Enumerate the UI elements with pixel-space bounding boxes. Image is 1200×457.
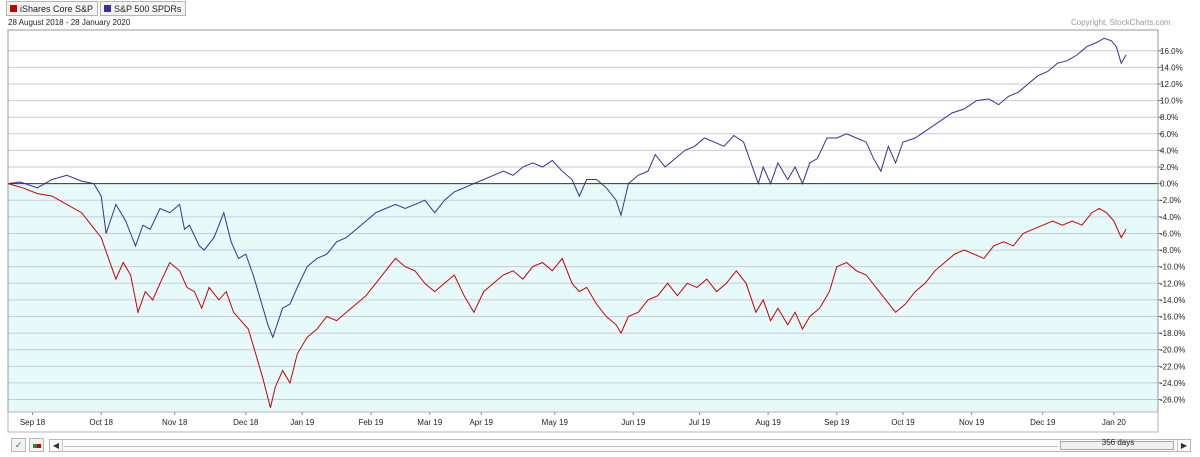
x-tick-label: Feb 19	[358, 418, 383, 427]
x-tick-label: Jun 19	[621, 418, 646, 427]
y-tick-label: 16.0%	[1160, 47, 1183, 56]
x-tick-label: Nov 18	[162, 418, 188, 427]
y-tick-label: -24.0%	[1160, 379, 1185, 388]
perf-chart-icon[interactable]: ✓	[11, 438, 26, 452]
x-tick-label: Jan 20	[1102, 418, 1127, 427]
series-line-ishares	[7, 183, 1127, 408]
x-tick-label: Sep 18	[20, 418, 46, 427]
series-line-spdr	[7, 37, 1127, 339]
y-tick-label: -18.0%	[1160, 329, 1185, 338]
x-tick-label: Dec 19	[1030, 418, 1056, 427]
x-tick-label: Oct 18	[89, 418, 113, 427]
y-tick-label: 4.0%	[1160, 146, 1178, 155]
date-range-label: 28 August 2018 - 28 January 2020	[8, 18, 131, 27]
color-chart-icon[interactable]	[29, 438, 44, 452]
x-tick-label: Mar 19	[417, 418, 442, 427]
legend-item-ishares[interactable]: iShares Core S&P	[6, 1, 99, 16]
scroll-left-arrow-icon[interactable]: ◀	[50, 440, 63, 451]
y-tick-label: -16.0%	[1160, 313, 1185, 322]
y-tick-label: 6.0%	[1160, 130, 1178, 139]
y-tick-label: -6.0%	[1160, 229, 1181, 238]
y-tick-label: 10.0%	[1160, 97, 1183, 106]
x-axis-band	[7, 411, 1159, 433]
y-tick-label: -26.0%	[1160, 396, 1185, 405]
y-tick-label: -10.0%	[1160, 263, 1185, 272]
y-tick-label: 12.0%	[1160, 80, 1183, 89]
y-tick-label: -12.0%	[1160, 279, 1185, 288]
y-tick-label: 14.0%	[1160, 63, 1183, 72]
legend-item-spdr[interactable]: S&P 500 SPDRs	[100, 1, 187, 16]
x-tick-label: Oct 19	[891, 418, 915, 427]
x-tick-label: May 19	[542, 418, 569, 427]
timeline-scrollbar[interactable]: ◀ ▶	[49, 439, 1191, 452]
legend-label-spdr: S&P 500 SPDRs	[114, 3, 182, 14]
y-tick-label: 0.0%	[1160, 180, 1178, 189]
x-tick-label: Sep 19	[824, 418, 850, 427]
period-days-label: 356 days	[1101, 438, 1135, 447]
negative-region	[8, 183, 1158, 412]
x-tick-label: Apr 19	[469, 418, 493, 427]
chart-toolbar: ✓ ◀ ▶	[8, 437, 1192, 454]
scroll-thumb[interactable]	[1060, 441, 1174, 450]
copyright-label: Copyright, StockCharts.com	[1071, 18, 1171, 27]
x-tick-label: Jul 19	[689, 418, 711, 427]
spdr-color-swatch	[104, 5, 112, 12]
scroll-track-line	[64, 446, 1058, 447]
y-tick-label: 2.0%	[1160, 163, 1178, 172]
x-tick-label: Nov 19	[959, 418, 985, 427]
x-tick-label: Aug 19	[755, 418, 781, 427]
x-tick-label: Dec 18	[233, 418, 259, 427]
y-tick-label: 8.0%	[1160, 113, 1178, 122]
ishares-color-swatch	[10, 5, 17, 12]
legend-label-ishares: iShares Core S&P	[20, 3, 94, 14]
y-tick-label: -14.0%	[1160, 296, 1185, 305]
y-tick-label: -22.0%	[1160, 362, 1185, 371]
scroll-right-arrow-icon[interactable]: ▶	[1177, 440, 1190, 451]
y-tick-label: -20.0%	[1160, 346, 1185, 355]
x-tick-label: Jan 19	[290, 418, 315, 427]
legend: iShares Core S&P S&P 500 SPDRs	[6, 1, 187, 16]
y-tick-label: -2.0%	[1160, 196, 1181, 205]
y-tick-label: -4.0%	[1160, 213, 1181, 222]
y-tick-label: -8.0%	[1160, 246, 1181, 255]
